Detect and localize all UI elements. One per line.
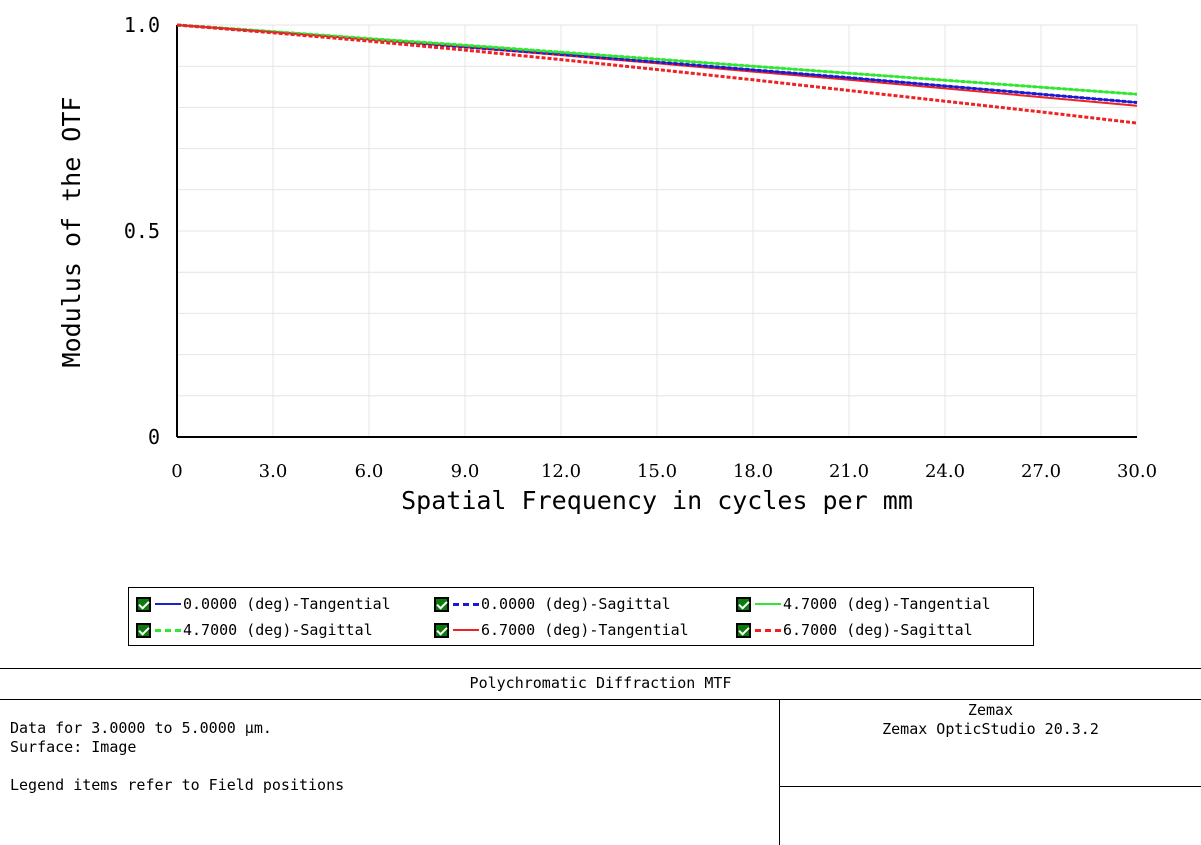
x-tick-label: 12.0 <box>541 461 581 482</box>
legend-label: 0.0000 (deg)-Sagittal <box>481 595 671 613</box>
series-line-1 <box>176 23 1138 104</box>
chart-axes <box>176 25 1137 438</box>
line-swatch-icon <box>453 629 479 631</box>
x-axis-title: Spatial Frequency in cycles per mm <box>401 486 913 515</box>
legend-item-5[interactable]: 6.7000 (deg)-Sagittal <box>736 619 973 641</box>
info-vendor: Zemax Zemax OpticStudio 20.3.2 <box>780 701 1201 739</box>
checkbox-checked-icon[interactable] <box>434 596 449 612</box>
series-line-3 <box>176 23 1138 96</box>
x-tick-label: 24.0 <box>925 461 965 482</box>
analysis-title: Polychromatic Diffraction MTF <box>0 669 1201 700</box>
y-axis-title: Modulus of the OTF <box>57 97 86 368</box>
line-swatch-icon <box>155 628 181 632</box>
x-tick-label: 21.0 <box>829 461 869 482</box>
legend-item-4[interactable]: 6.7000 (deg)-Tangential <box>434 619 689 641</box>
legend-item-3[interactable]: 4.7000 (deg)-Sagittal <box>136 619 373 641</box>
legend-label: 6.7000 (deg)-Tangential <box>481 621 689 639</box>
legend-label: 0.0000 (deg)-Tangential <box>183 595 391 613</box>
checkbox-checked-icon[interactable] <box>434 622 449 638</box>
legend-item-0[interactable]: 0.0000 (deg)-Tangential <box>136 593 391 615</box>
legend-label: 4.7000 (deg)-Tangential <box>783 595 991 613</box>
legend-item-1[interactable]: 0.0000 (deg)-Sagittal <box>434 593 671 615</box>
checkbox-checked-icon[interactable] <box>136 596 151 612</box>
surface-text: Surface: Image <box>10 738 137 756</box>
y-tick-label: 0 <box>148 425 160 449</box>
x-tick-label: 18.0 <box>733 461 773 482</box>
chart-series <box>176 23 1138 125</box>
legend-label: 4.7000 (deg)-Sagittal <box>183 621 373 639</box>
line-swatch-icon <box>755 628 781 632</box>
checkbox-checked-icon[interactable] <box>736 596 751 612</box>
info-details: Data for 3.0000 to 5.0000 µm. Surface: I… <box>10 719 344 795</box>
line-swatch-icon <box>453 602 479 606</box>
checkbox-checked-icon[interactable] <box>136 622 151 638</box>
series-line-5 <box>176 23 1138 125</box>
chart-legend: 0.0000 (deg)-Tangential 0.0000 (deg)-Sag… <box>128 587 1034 646</box>
line-swatch-icon <box>155 603 181 605</box>
y-tick-labels: 0 0.5 1.0 <box>124 13 160 449</box>
x-tick-labels: 0 3.0 6.0 9.0 12.0 15.0 18.0 21.0 24.0 27.0 30.0 <box>171 461 1157 482</box>
x-tick-label: 0 <box>171 461 182 482</box>
legend-label: 6.7000 (deg)-Sagittal <box>783 621 973 639</box>
x-tick-label: 15.0 <box>637 461 677 482</box>
y-tick-label: 1.0 <box>124 13 160 37</box>
info-panel: Polychromatic Diffraction MTF Data for 3… <box>0 668 1201 845</box>
legend-item-2[interactable]: 4.7000 (deg)-Tangential <box>736 593 991 615</box>
mtf-chart: 0 3.0 6.0 9.0 12.0 15.0 18.0 21.0 24.0 27.0 30.0 0… <box>57 13 1157 515</box>
product-name: Zemax OpticStudio 20.3.2 <box>882 720 1099 738</box>
x-tick-label: 3.0 <box>259 461 288 482</box>
line-swatch-icon <box>755 603 781 605</box>
x-tick-label: 6.0 <box>355 461 384 482</box>
wavelength-range-text: Data for 3.0000 to 5.0000 µm. <box>10 719 272 737</box>
company-name: Zemax <box>967 701 1014 719</box>
y-tick-label: 0.5 <box>124 219 160 243</box>
checkbox-checked-icon[interactable] <box>736 622 751 638</box>
legend-note-text: Legend items refer to Field positions <box>10 776 345 794</box>
info-right-separator <box>780 786 1201 787</box>
x-tick-label: 27.0 <box>1021 461 1061 482</box>
chart-grid <box>177 24 1138 437</box>
info-divider <box>779 699 780 845</box>
x-tick-label: 30.0 <box>1117 461 1157 482</box>
x-tick-label: 9.0 <box>451 461 480 482</box>
spacer <box>10 757 344 776</box>
